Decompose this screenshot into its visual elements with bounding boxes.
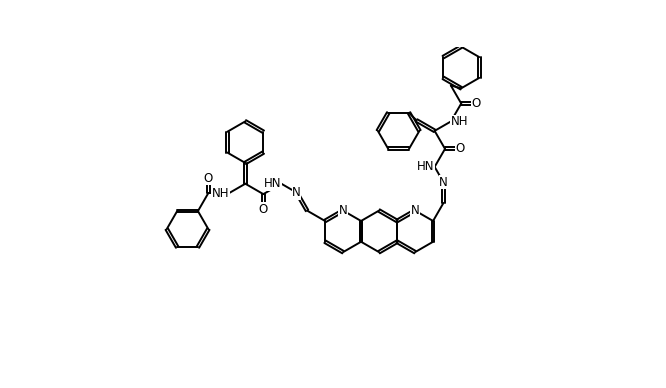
Text: N: N	[292, 186, 301, 199]
Text: NH: NH	[451, 115, 468, 128]
Text: O: O	[456, 142, 465, 155]
Text: NH: NH	[212, 187, 229, 199]
Text: N: N	[339, 204, 348, 217]
Text: O: O	[204, 171, 213, 185]
Text: N: N	[439, 176, 448, 189]
Text: N: N	[411, 204, 420, 217]
Text: HN: HN	[417, 160, 435, 173]
Text: HN: HN	[264, 177, 281, 190]
Text: O: O	[472, 97, 481, 110]
Text: O: O	[258, 203, 268, 216]
